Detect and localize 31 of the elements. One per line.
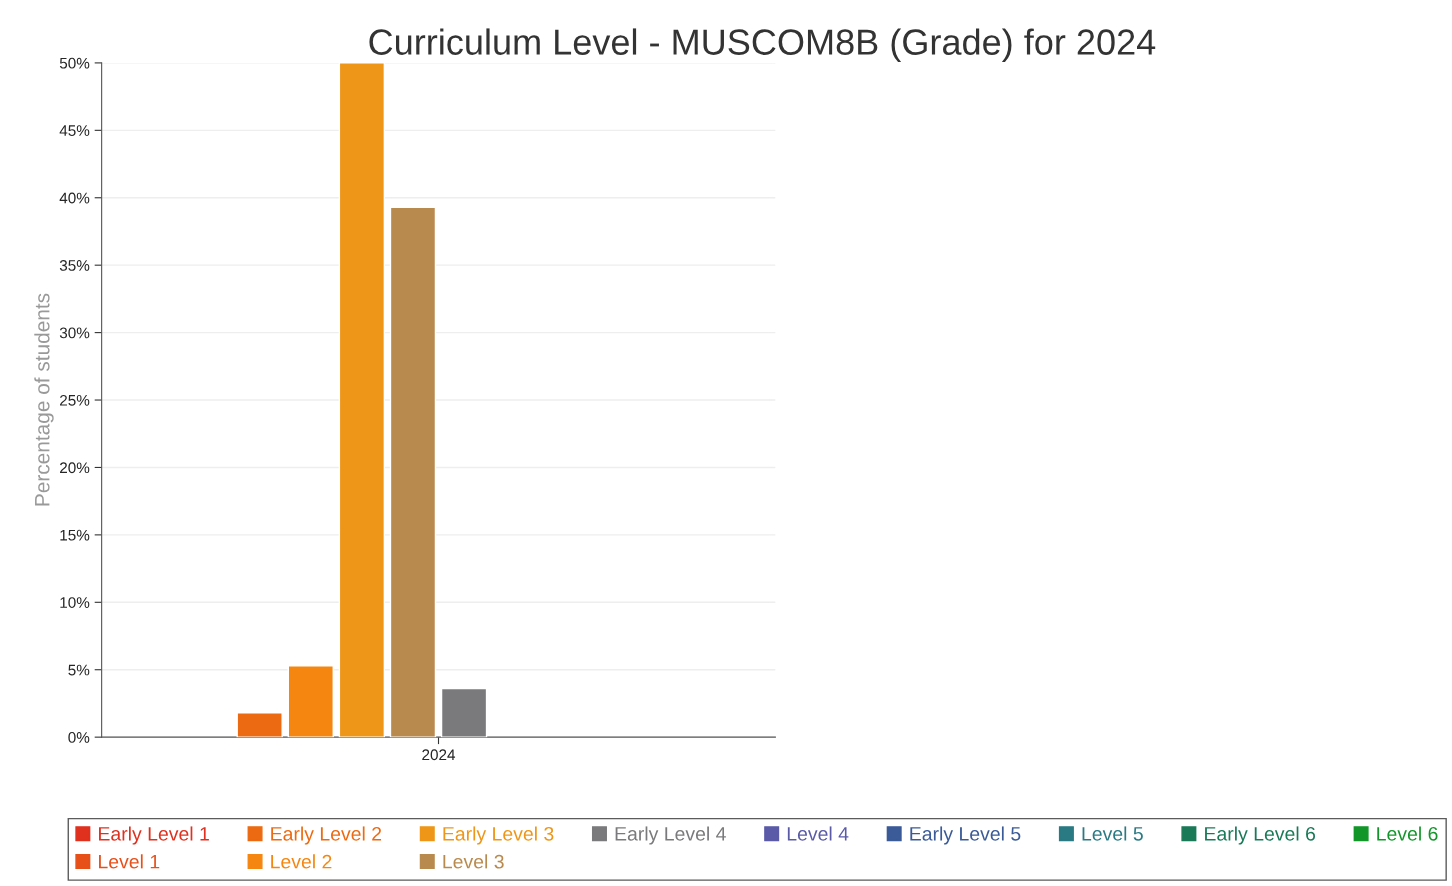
bar xyxy=(440,687,488,738)
y-tick-label: 5% xyxy=(68,664,90,676)
y-tick-label: 35% xyxy=(59,260,90,271)
legend-label: Early Level 5 xyxy=(910,826,1021,845)
y-tick-label: 40% xyxy=(59,192,90,204)
legend-label: Level 6 xyxy=(1377,826,1438,841)
legend-label: Level 1 xyxy=(99,854,160,869)
y-tick-label: 45% xyxy=(59,125,90,137)
bar xyxy=(236,712,283,738)
legend-label: Early Level 2 xyxy=(271,826,382,845)
chart-title: Curriculum Level - MUSCOM8B (Grade) for 2024 xyxy=(369,28,1156,63)
bar xyxy=(389,206,437,738)
y-tick-label: 15% xyxy=(60,529,90,541)
legend-label: Early Level 4 xyxy=(615,826,726,845)
legend-label: Level 2 xyxy=(271,854,332,869)
y-tick-label: 25% xyxy=(60,394,90,406)
y-tick-label: 10% xyxy=(60,597,90,608)
legend-label: Level 4 xyxy=(787,826,849,841)
legend-label: Early Level 1 xyxy=(99,826,209,845)
bar xyxy=(338,62,386,738)
legend-label: Level 5 xyxy=(1082,826,1143,841)
x-tick-label: 2024 xyxy=(422,749,456,761)
y-tick-label: 50% xyxy=(59,57,90,69)
y-tick-label: 20% xyxy=(60,462,90,474)
legend-label: Level 3 xyxy=(443,854,504,869)
y-tick-label: 30% xyxy=(59,327,90,339)
bar xyxy=(287,664,334,738)
y-tick-label: 0% xyxy=(68,732,90,743)
y-axis-title: Percentage of students xyxy=(34,293,54,506)
legend-label: Early Level 6 xyxy=(1205,826,1316,845)
legend-label: Early Level 3 xyxy=(443,826,554,845)
